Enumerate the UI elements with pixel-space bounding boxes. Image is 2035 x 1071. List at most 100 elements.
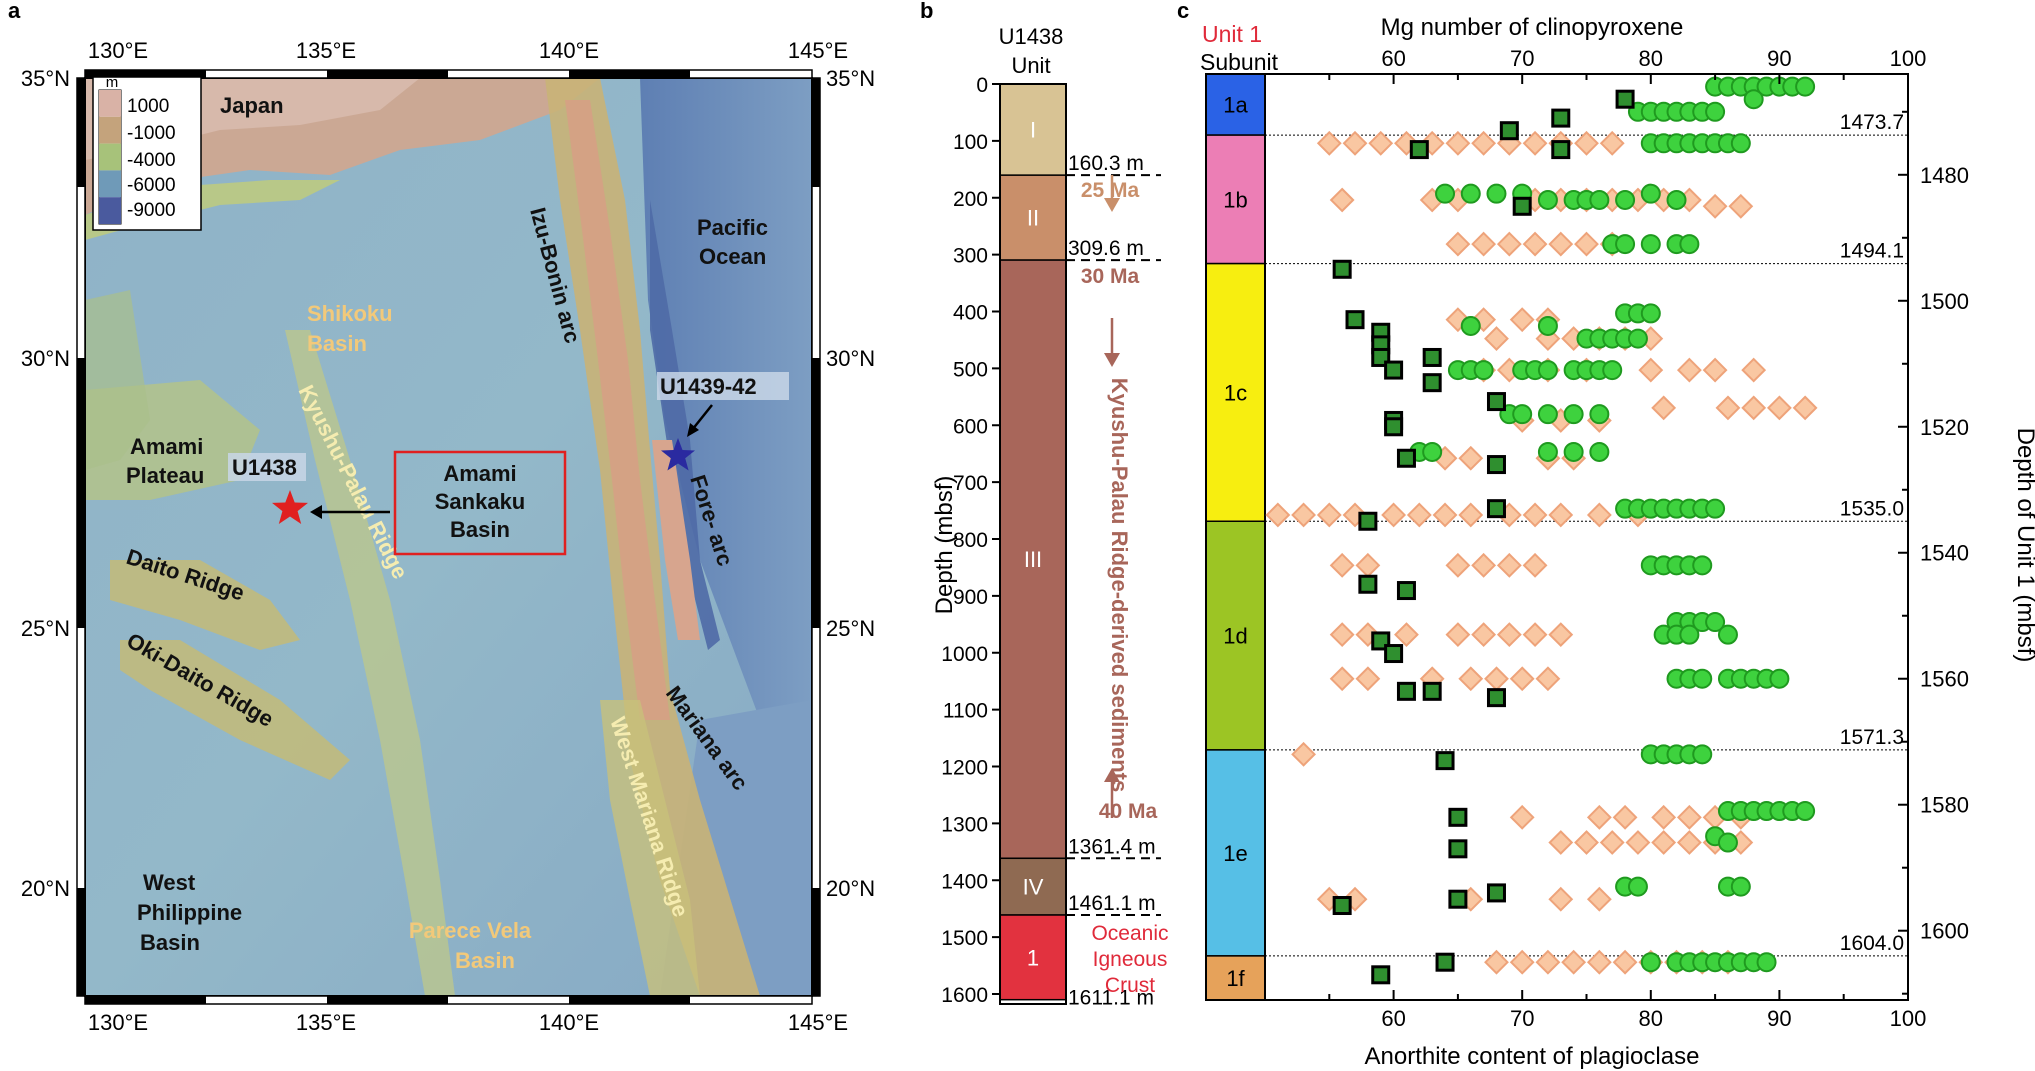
lat-tick-left: 25°N	[21, 616, 70, 641]
column-tick-label: 1000	[941, 643, 988, 666]
cpx-point	[1705, 498, 1726, 519]
plagioclase-point	[1676, 804, 1702, 830]
plagioclase-point	[1599, 830, 1625, 855]
lat-tick-right: 35°N	[826, 66, 875, 91]
plagioclase-point	[1342, 130, 1368, 156]
column-unit-block	[999, 914, 1067, 1001]
subunit-name: 1a	[1223, 93, 1248, 118]
label-plateau: Plateau	[126, 463, 204, 488]
label-parece-basin: Basin	[455, 948, 515, 973]
plagioclase-point	[1496, 552, 1522, 578]
lat-tick-right: 30°N	[826, 346, 875, 371]
plagioclase-point	[1509, 949, 1535, 975]
plagioclase-point	[1574, 130, 1599, 156]
plagioclase-point	[1612, 804, 1638, 830]
cpx-point	[1679, 624, 1700, 645]
square-point	[1486, 883, 1506, 903]
plagioclase-point	[1329, 187, 1355, 213]
x-tick-label-top: 80	[1639, 46, 1663, 71]
plagioclase-point	[1741, 395, 1767, 421]
plagioclase-point	[1496, 231, 1522, 257]
lat-tick-right: 25°N	[826, 616, 875, 641]
cpx-point	[1563, 404, 1584, 425]
legend-label: 1000	[127, 96, 169, 117]
y-tick-label: 1540	[1920, 541, 1969, 566]
x-tick-label-bottom: 90	[1767, 1006, 1791, 1031]
site-markers	[272, 404, 713, 524]
column-unit-name: IV	[1023, 875, 1044, 900]
lat-tick-right: 20°N	[826, 876, 875, 901]
plagioclase-point	[1651, 830, 1677, 855]
plagioclase-point	[1715, 395, 1741, 421]
cpx-point	[1435, 183, 1456, 204]
plagioclase-point	[1329, 666, 1355, 692]
column-boundary-label: 160.3 m	[1068, 152, 1144, 175]
subunit-name: 1f	[1226, 966, 1245, 991]
square-point	[1358, 511, 1378, 531]
cpx-point	[1640, 952, 1661, 973]
plagioclase-point	[1548, 622, 1574, 648]
square-point	[1396, 681, 1416, 701]
column-tick-label: 1600	[941, 984, 988, 1007]
plagioclase-point	[1522, 552, 1548, 578]
x-axis-bottom-label: Anorthite content of plagioclase	[1365, 1043, 1700, 1070]
u1439-arrow	[691, 404, 713, 431]
plagioclase-point	[1574, 231, 1599, 257]
plagioclase-point	[1702, 193, 1728, 219]
square-point	[1435, 952, 1455, 972]
legend-unit: m	[106, 74, 119, 91]
column-unit-block	[999, 857, 1067, 916]
plagioclase-point	[1535, 949, 1561, 975]
plagioclase-point	[1728, 193, 1754, 219]
subunit-boundary-label: 1494.1	[1840, 240, 1904, 263]
square-point	[1371, 965, 1391, 985]
column-frame	[999, 83, 1067, 1005]
column-tick-label: 700	[953, 472, 988, 495]
square-point	[1384, 417, 1404, 437]
label-amami-sankaku: Amami	[443, 461, 516, 486]
cpx-point	[1537, 315, 1558, 336]
column-depth-ticks: 0 100 200 300 400 500 600 700 800 900 1000 1100 1200…	[941, 74, 1000, 1007]
label-ocean: Ocean	[699, 244, 766, 269]
plagioclase-point	[1535, 666, 1561, 692]
square-point	[1435, 751, 1455, 771]
column-unit-name: 1	[1027, 945, 1039, 970]
square-point	[1551, 108, 1571, 128]
square-point	[1486, 455, 1506, 475]
lat-tick-left: 30°N	[21, 346, 70, 371]
legend-swatch	[99, 143, 121, 171]
subunit-name: 1b	[1223, 187, 1247, 212]
plagioclase-point	[1432, 502, 1458, 528]
label-japan: Japan	[220, 93, 284, 118]
plagioclase-point	[1522, 622, 1548, 648]
label-u1439-42: U1439-42	[660, 374, 757, 399]
scatter-panel: c Unit 1 Subunit Mg number of clinopyrox…	[1177, 0, 2035, 1070]
cpx-point	[1717, 624, 1738, 645]
plagioclase-point	[1458, 502, 1484, 528]
age-25-ma: 25 Ma	[1081, 179, 1140, 202]
age-30-ma: 30 Ma	[1081, 265, 1140, 288]
cpx-point	[1537, 360, 1558, 381]
subunit-boundary-label: 1571.3	[1840, 726, 1904, 749]
age-40-ma: 40 Ma	[1099, 800, 1158, 823]
plagioclase-point	[1766, 395, 1792, 421]
plagioclase-point	[1406, 502, 1432, 528]
square-point	[1486, 392, 1506, 412]
x-tick-label-bottom: 80	[1639, 1006, 1663, 1031]
legend-swatch	[99, 116, 121, 144]
plagioclase-point	[1586, 886, 1612, 912]
lon-tick-bottom: 135°E	[296, 1010, 356, 1035]
plagioclase-point	[1625, 830, 1651, 855]
lat-tick-left: 20°N	[21, 876, 70, 901]
cpx-point	[1640, 183, 1661, 204]
y-tick-label: 1480	[1920, 163, 1969, 188]
cpx-point	[1589, 441, 1610, 462]
cpx-point	[1615, 189, 1636, 210]
legend-label: -4000	[127, 150, 176, 171]
plagioclase-point	[1484, 326, 1509, 351]
x-tick-label-bottom: 100	[1890, 1006, 1927, 1031]
plagioclase-point	[1522, 502, 1548, 528]
square-point	[1384, 360, 1404, 380]
cpx-point	[1679, 234, 1700, 255]
plagioclase-point	[1586, 949, 1612, 975]
